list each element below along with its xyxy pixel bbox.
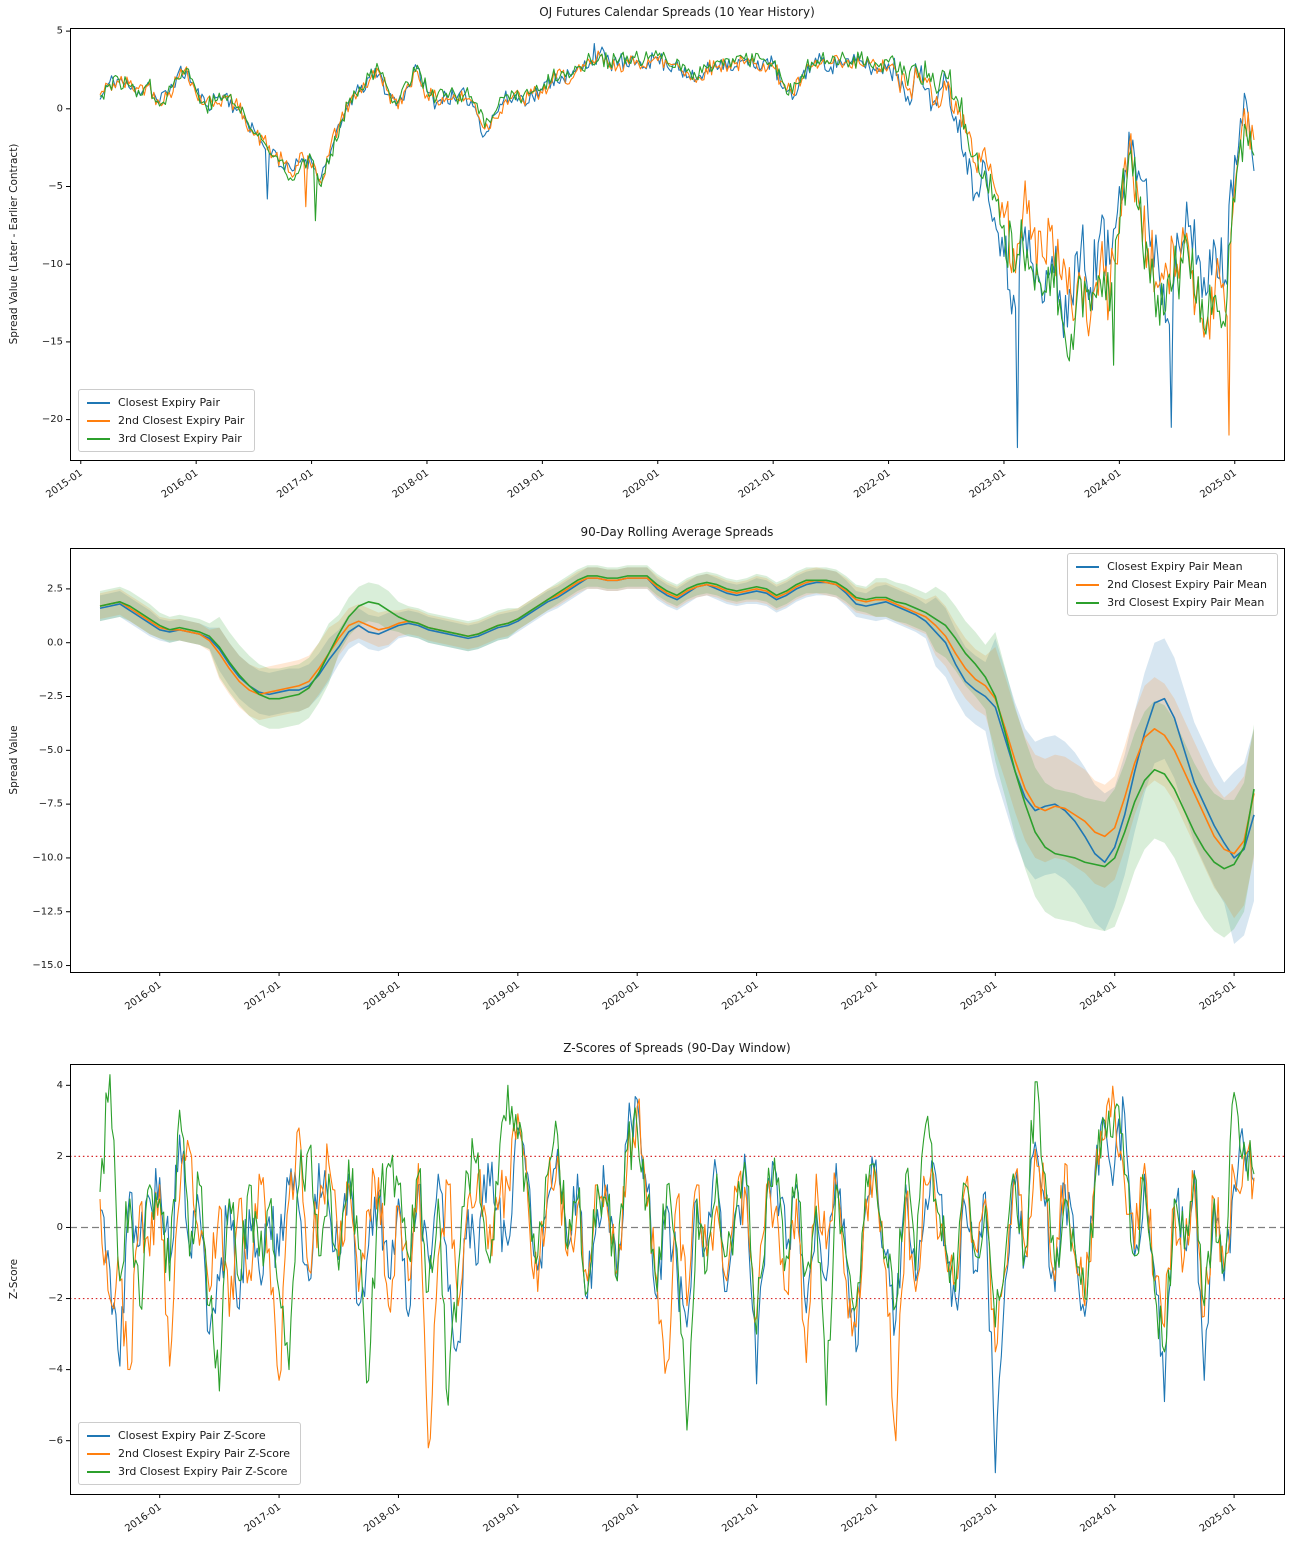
legend-item: 2nd Closest Expiry Pair <box>87 414 244 427</box>
legend-label: 2nd Closest Expiry Pair <box>118 414 245 427</box>
line-swatch-icon <box>1076 583 1100 586</box>
legend: Closest Expiry Pair 2nd Closest Expiry P… <box>78 389 256 452</box>
legend-item: 3rd Closest Expiry Pair <box>87 432 244 445</box>
legend-item: 2nd Closest Expiry Pair Z-Score <box>87 1447 290 1460</box>
chart-rolling-average-spreads: 90-Day Rolling Average Spreads Spread Va… <box>0 520 1292 1036</box>
legend-label: 2nd Closest Expiry Pair Mean <box>1107 578 1267 591</box>
line-swatch-icon <box>87 1434 110 1437</box>
legend-item: Closest Expiry Pair Z-Score <box>87 1429 290 1442</box>
legend-label: 3rd Closest Expiry Pair Mean <box>1107 596 1265 609</box>
line-swatch-icon <box>87 1470 110 1473</box>
legend-item: Closest Expiry Pair <box>87 396 244 409</box>
chart-oj-calendar-spreads: OJ Futures Calendar Spreads (10 Year His… <box>0 0 1292 520</box>
legend-item: 3rd Closest Expiry Pair Z-Score <box>87 1465 290 1478</box>
line-swatch-icon <box>87 419 110 422</box>
line-swatch-icon <box>87 401 110 404</box>
chart-z-scores: Z-Scores of Spreads (90-Day Window) Z-Sc… <box>0 1036 1292 1553</box>
legend-item: 3rd Closest Expiry Pair Mean <box>1076 596 1267 609</box>
line-swatch-icon <box>87 437 110 440</box>
legend-label: 3rd Closest Expiry Pair <box>118 432 242 445</box>
line-swatch-icon <box>1076 601 1100 604</box>
legend-item: Closest Expiry Pair Mean <box>1076 560 1267 573</box>
legend-label: Closest Expiry Pair Z-Score <box>118 1429 266 1442</box>
legend-label: 2nd Closest Expiry Pair Z-Score <box>118 1447 291 1460</box>
legend: Closest Expiry Pair Mean 2nd Closest Exp… <box>1067 553 1278 616</box>
legend-label: Closest Expiry Pair Mean <box>1107 560 1243 573</box>
legend-label: Closest Expiry Pair <box>118 396 220 409</box>
legend: Closest Expiry Pair Z-Score 2nd Closest … <box>78 1422 302 1485</box>
legend-label: 3rd Closest Expiry Pair Z-Score <box>118 1465 288 1478</box>
line-swatch-icon <box>87 1452 110 1455</box>
legend-item: 2nd Closest Expiry Pair Mean <box>1076 578 1267 591</box>
line-swatch-icon <box>1076 565 1100 568</box>
